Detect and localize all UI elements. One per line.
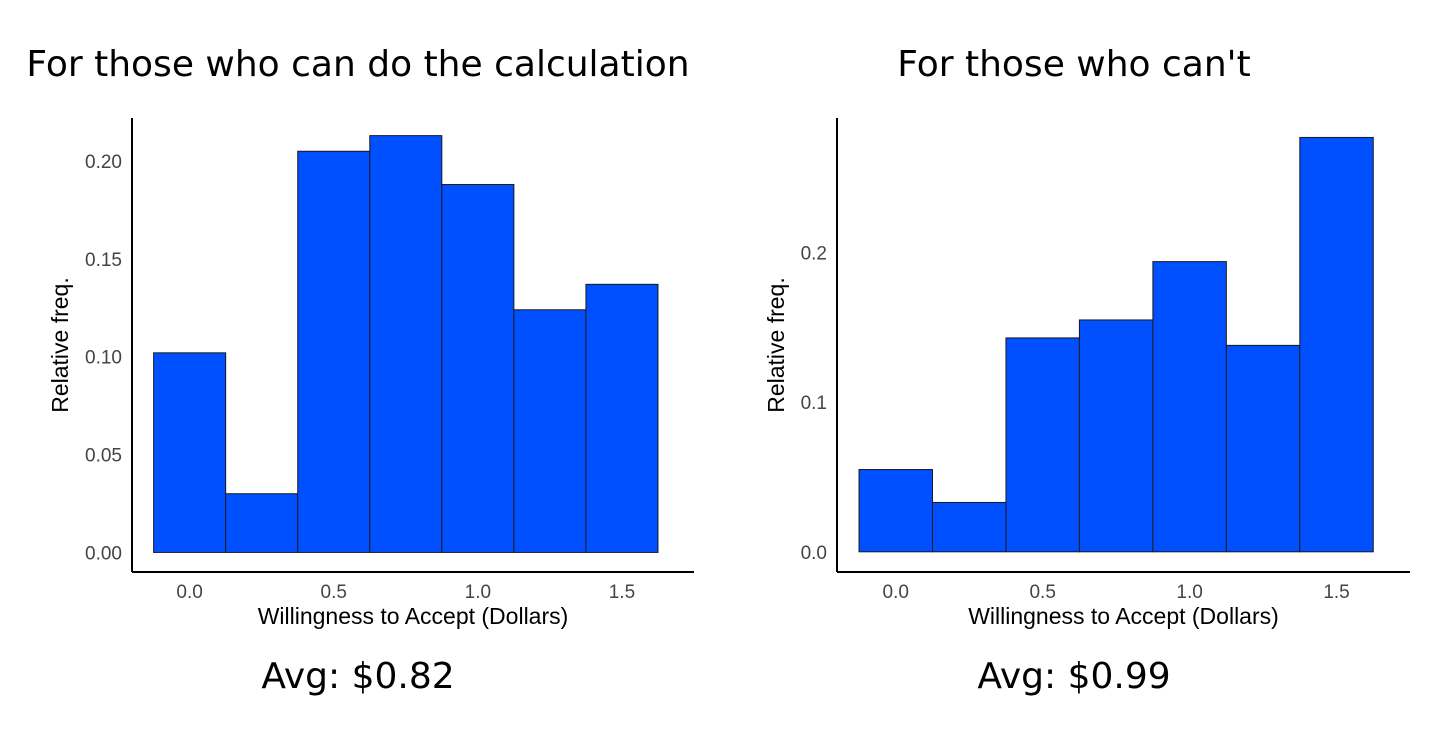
x-tick-label: 0.0 [883,582,909,603]
y-tick-label: 0.2 [801,244,827,265]
histogram-bars [153,135,659,553]
x-tick-label: 0.5 [321,582,347,603]
y-axis-title: Relative freq. [47,277,73,413]
average-annotation: Avg: $0.99 [977,656,1171,697]
chart-title: For those who can't [897,44,1251,85]
y-tick-label: 0.15 [85,250,122,271]
y-tick-label: 0.0 [801,543,827,564]
y-tick-label: 0.20 [85,152,122,173]
x-tick-label: 0.5 [1029,582,1055,603]
histogram-bar [858,469,934,553]
y-tick-label: 0.00 [85,543,122,564]
chart-title: For those who can do the calculation [26,44,690,85]
x-axis-title: Willingness to Accept (Dollars) [968,603,1279,629]
x-axis-title: Willingness to Accept (Dollars) [258,603,569,629]
x-tick-label: 1.5 [609,582,635,603]
histogram-bar [153,352,227,553]
x-tick-label: 0.0 [176,582,202,603]
histogram-bar [1078,319,1154,553]
histogram-bar [932,501,1007,553]
histogram-bar [297,150,371,553]
right-histogram: 0.0 0.5 1.0 1.5 0.0 0.1 0.2 Willingness to Acce… [763,118,1410,629]
left-histogram: 0.0 0.5 1.0 1.5 0.00 0.05 0.10 0.15 0.20 Willingn… [47,118,694,629]
x-tick-label: 1.5 [1323,582,1349,603]
y-tick-label: 0.1 [801,393,827,414]
y-tick-label: 0.05 [85,446,122,467]
x-tick-label: 1.0 [465,582,491,603]
histogram-bars [858,136,1374,553]
right-chart-panel: For those who can't 0.0 0.5 1.0 1.5 0.0 0.1 0.… [716,0,1432,732]
histogram-bar [1005,337,1080,553]
histogram-bar [1152,261,1227,553]
histogram-bar [1225,344,1301,553]
histogram-bar [1299,136,1374,553]
histogram-bar [369,135,443,553]
y-tick-label: 0.10 [85,348,122,369]
y-axis-title: Relative freq. [763,277,789,413]
average-annotation: Avg: $0.82 [261,656,455,697]
histogram-bar [513,309,587,553]
histogram-bar [585,283,659,553]
left-chart-panel: For those who can do the calculation 0.0… [26,44,694,697]
histogram-bar [225,493,299,553]
histogram-bar [441,184,515,553]
x-tick-label: 1.0 [1176,582,1202,603]
